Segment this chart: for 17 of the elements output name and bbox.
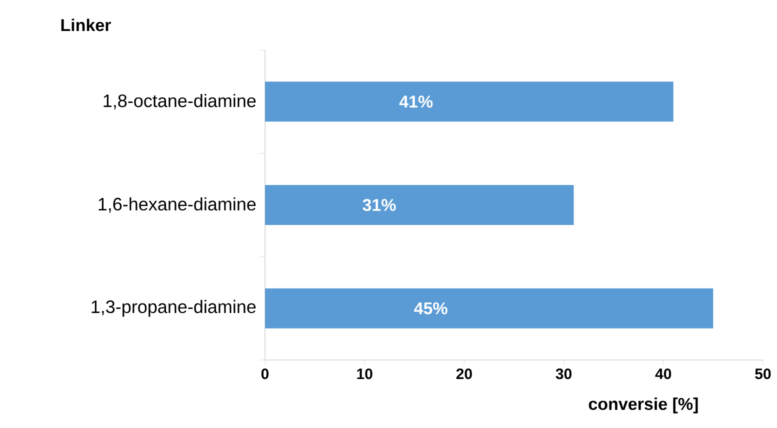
data-label: 41% — [399, 96, 433, 108]
y-tick-label: 1,6-hexane-diamine — [98, 197, 256, 213]
x-tick-label: 40 — [655, 368, 672, 380]
data-label: 45% — [414, 302, 448, 314]
x-axis-title: conversie [%] — [588, 398, 698, 414]
x-tick-label: 20 — [456, 368, 472, 380]
bar — [265, 82, 674, 122]
x-tick-label: 0 — [261, 368, 269, 380]
data-label: 31% — [362, 198, 396, 212]
x-tick-label: 50 — [755, 368, 771, 380]
bar — [265, 288, 714, 328]
text: Linker — [61, 18, 111, 32]
bar — [265, 184, 574, 225]
y-tick-label: 1,3-propane-diamine — [92, 300, 256, 317]
x-tick-label: 10 — [357, 368, 372, 380]
y-tick-label: 1,8-octane-diamine — [104, 94, 256, 110]
x-tick-label: 30 — [556, 368, 572, 380]
